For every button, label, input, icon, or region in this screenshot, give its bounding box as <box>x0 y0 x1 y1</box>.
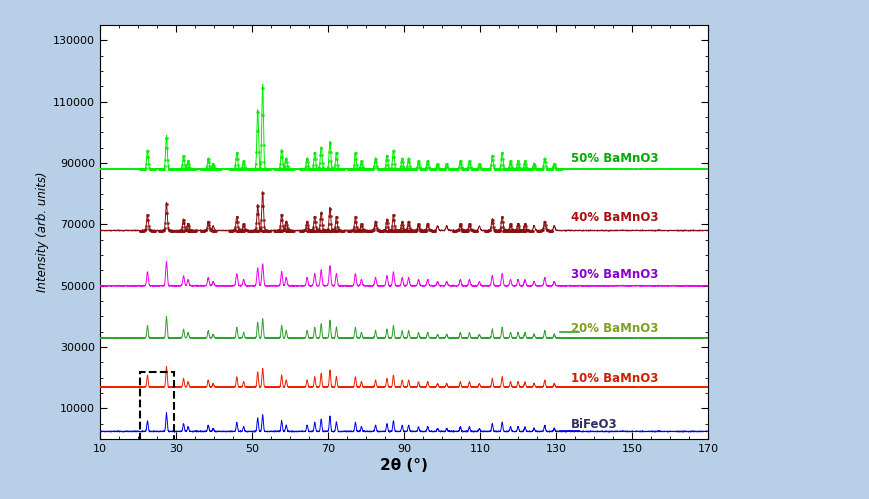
Text: 20% BaMnO3: 20% BaMnO3 <box>572 322 659 335</box>
Text: 30% BaMnO3: 30% BaMnO3 <box>572 268 659 281</box>
Bar <box>140 372 174 442</box>
Text: 40% BaMnO3: 40% BaMnO3 <box>572 212 659 225</box>
Text: 10% BaMnO3: 10% BaMnO3 <box>572 372 659 385</box>
Text: BiFeO3: BiFeO3 <box>572 419 618 432</box>
Text: 50% BaMnO3: 50% BaMnO3 <box>572 152 659 165</box>
X-axis label: 2θ (°): 2θ (°) <box>380 458 428 473</box>
Y-axis label: Intensity (arb. units): Intensity (arb. units) <box>36 172 49 292</box>
